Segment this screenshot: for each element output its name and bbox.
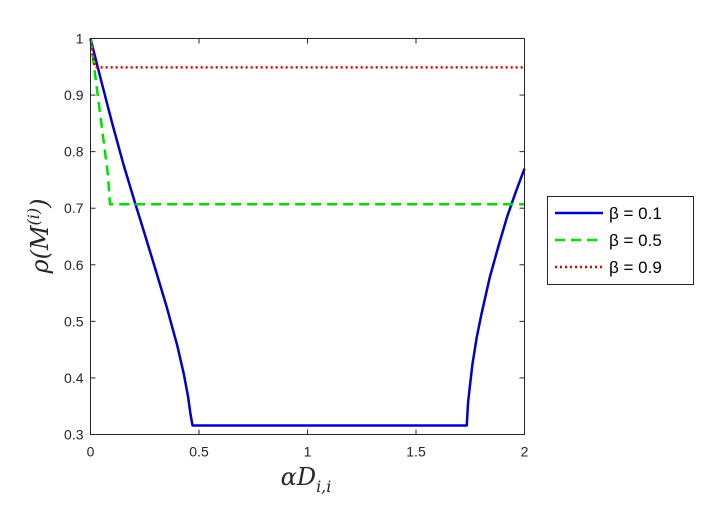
legend-label-0-9: β = 0.9	[609, 258, 662, 277]
y-tick-label: 0.5	[64, 313, 84, 329]
x-tick-label: 2	[521, 444, 529, 460]
y-axis-label: ρ(M(i))	[24, 198, 54, 274]
plot-lines	[89, 38, 526, 427]
x-tick-label: 0	[87, 444, 95, 460]
y-tick-label: 0.7	[64, 200, 84, 216]
y-tick-label: 0.6	[64, 257, 84, 273]
legend-label-0-5: β = 0.5	[609, 231, 662, 250]
y-tick-label: 1	[76, 31, 84, 47]
legend: β = 0.1 β = 0.5 β = 0.9	[547, 196, 694, 285]
legend-items: β = 0.1 β = 0.5 β = 0.9	[555, 204, 662, 277]
plot-area-frame	[90, 38, 525, 435]
legend-label-0-1: β = 0.1	[609, 204, 662, 223]
y-ticks: 0.3 0.4 0.5 0.6 0.7 0.8 0.9 1	[64, 31, 525, 443]
x-tick-label: 1.5	[406, 444, 426, 460]
y-tick-label: 0.3	[64, 427, 84, 443]
x-tick-label: 0.5	[189, 444, 209, 460]
y-tick-label: 0.9	[64, 87, 84, 103]
x-tick-label: 1	[304, 444, 312, 460]
y-tick-label: 0.4	[64, 370, 84, 386]
series-line-1	[89, 38, 526, 427]
x-axis-label: αDi,i	[281, 463, 332, 496]
x-ticks: 0 0.5 1 1.5 2	[87, 38, 529, 460]
y-tick-label: 0.8	[64, 144, 84, 160]
series-line-2	[89, 38, 525, 206]
